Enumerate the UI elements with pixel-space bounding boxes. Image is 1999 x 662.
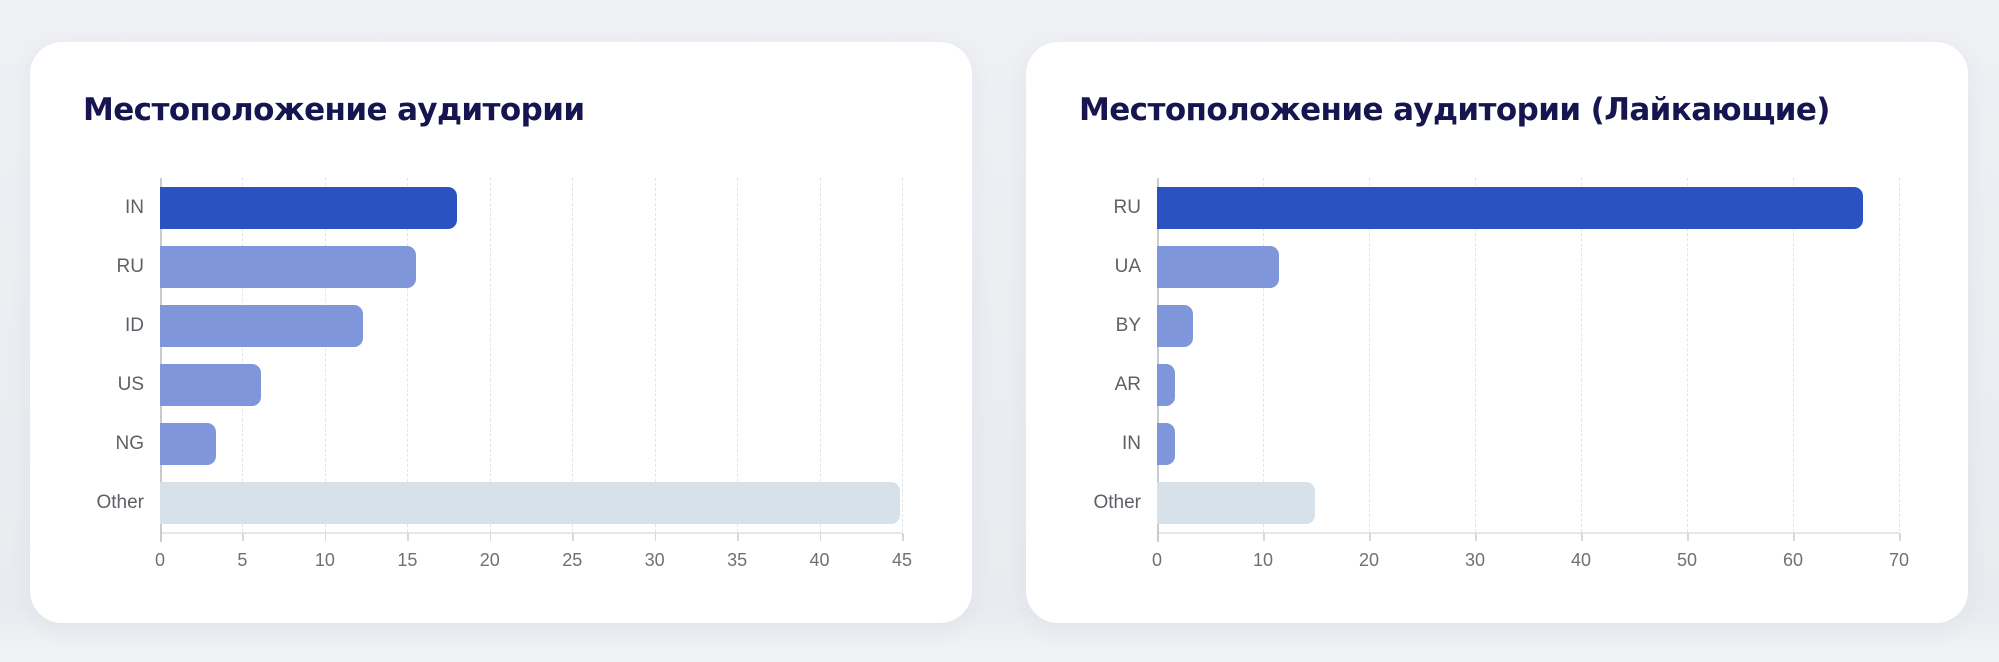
audience-location-likers-chart: 0 10 20 30 40 50 60 70 RU UA BY AR IN Other <box>1093 178 1909 570</box>
x-tick-label: 40 <box>1570 550 1592 570</box>
x-tick-label: 50 <box>1676 550 1698 570</box>
gridline <box>1899 178 1900 532</box>
bar-by[interactable] <box>1157 305 1194 347</box>
tick-mark <box>242 533 244 541</box>
y-category-label: UA <box>1114 256 1141 277</box>
gridline <box>819 178 821 532</box>
x-tick-label: 70 <box>1888 550 1910 570</box>
tick-mark <box>654 533 657 541</box>
bar-row: IN <box>1122 423 1899 465</box>
tick-mark <box>902 533 904 541</box>
y-category-label: IN <box>1122 433 1141 454</box>
x-tick-label: 40 <box>809 550 830 570</box>
y-category-label: RU <box>1113 197 1141 218</box>
bar-row: NG <box>116 423 902 465</box>
bar-row: ID <box>125 305 902 347</box>
x-tick-label: 45 <box>891 550 913 570</box>
gridline <box>1581 178 1582 532</box>
tick-mark <box>1687 533 1689 541</box>
x-tick-label: 10 <box>1252 550 1274 570</box>
gridline <box>242 178 244 532</box>
y-category-label: Other <box>1093 492 1141 513</box>
x-tick-label: 15 <box>397 550 418 570</box>
bar-in[interactable] <box>160 187 457 229</box>
tick-mark <box>489 533 492 541</box>
y-axis-line <box>1157 178 1159 542</box>
bar-row: US <box>118 364 902 406</box>
bar-in[interactable] <box>1157 423 1176 465</box>
card-title: Местоположение аудитории (Лайкающие) <box>1079 92 1830 128</box>
bar-row: AR <box>1115 364 1899 406</box>
y-category-label: US <box>117 374 144 395</box>
bar-ng[interactable] <box>160 423 217 465</box>
y-category-label: BY <box>1115 315 1141 336</box>
x-tick-label: 0 <box>1151 550 1163 570</box>
bar-row: IN <box>125 187 902 229</box>
bar-ru[interactable] <box>160 246 416 288</box>
audience-location-chart: 0 5 10 15 20 25 30 35 40 45 IN RU ID US NG Other <box>96 178 912 570</box>
x-tick-label: 20 <box>1358 550 1380 570</box>
bar-row: Other <box>96 482 902 524</box>
x-axis-line <box>160 532 902 534</box>
x-tick-label: 20 <box>479 550 500 570</box>
gridline <box>572 178 574 532</box>
audience-location-likers-card: Местоположение аудитории (Лайкающие) 0 10… <box>1026 42 1968 623</box>
x-tick-label: 30 <box>1464 550 1486 570</box>
y-category-label: NG <box>115 433 145 454</box>
bar-other[interactable] <box>160 482 901 524</box>
tick-mark <box>407 533 409 541</box>
x-axis-line <box>1157 532 1899 534</box>
y-category-label: IN <box>125 197 144 218</box>
audience-location-card: Местоположение аудитории 0 5 10 15 20 25 30 35 4… <box>30 42 972 623</box>
tick-mark <box>1793 533 1795 541</box>
bar-row: RU <box>117 246 902 288</box>
tick-mark <box>324 533 327 541</box>
bar-row: RU <box>1114 187 1899 229</box>
x-tick-label: 5 <box>237 550 248 570</box>
gridline <box>1687 178 1688 532</box>
bar-row: Other <box>1093 482 1899 524</box>
gridline <box>1475 178 1476 532</box>
x-tick-label: 35 <box>727 550 748 570</box>
y-category-label: AR <box>1114 374 1141 395</box>
y-axis-line <box>160 178 162 542</box>
bar-ar[interactable] <box>1157 364 1176 406</box>
bar-ru[interactable] <box>1157 187 1863 229</box>
gridline <box>489 178 491 532</box>
y-category-label: RU <box>116 256 144 277</box>
bar-us[interactable] <box>160 364 261 406</box>
tick-mark <box>1475 533 1477 541</box>
gridline <box>902 178 903 532</box>
x-tick-label: 10 <box>314 550 335 570</box>
y-category-label: Other <box>96 492 144 513</box>
bar-id[interactable] <box>160 305 363 347</box>
bar-row: BY <box>1116 305 1899 347</box>
gridline <box>407 178 409 532</box>
tick-mark <box>1263 533 1265 541</box>
tick-mark <box>1369 533 1371 541</box>
gridline <box>1793 178 1794 532</box>
tick-mark <box>1581 533 1583 541</box>
gridline <box>654 178 656 532</box>
bar-ua[interactable] <box>1157 246 1279 288</box>
tick-mark <box>819 533 822 541</box>
x-tick-label: 30 <box>644 550 665 570</box>
gridline <box>737 178 739 532</box>
tick-mark <box>572 533 574 541</box>
bar-other[interactable] <box>1157 482 1315 524</box>
x-tick-label: 0 <box>154 550 166 570</box>
bar-row: UA <box>1115 246 1899 288</box>
x-tick-label: 60 <box>1782 550 1804 570</box>
gridline <box>1263 178 1264 532</box>
tick-mark <box>737 533 739 541</box>
card-title: Местоположение аудитории <box>83 92 585 128</box>
y-category-label: ID <box>125 315 144 336</box>
x-tick-label: 25 <box>562 550 583 570</box>
tick-mark <box>1899 533 1901 541</box>
gridline <box>324 178 326 532</box>
gridline <box>1369 178 1370 532</box>
